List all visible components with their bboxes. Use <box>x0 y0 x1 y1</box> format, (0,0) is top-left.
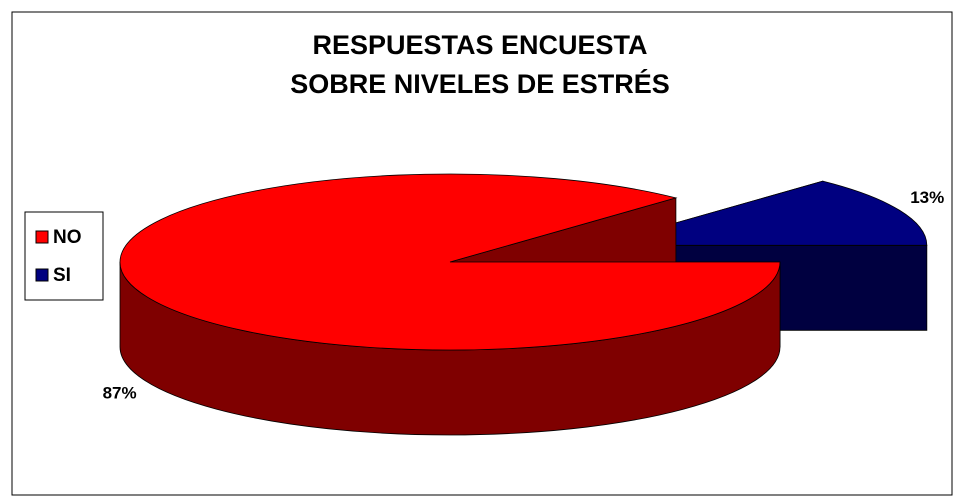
data-label: 87% <box>103 383 137 402</box>
legend-label: SI <box>53 265 71 286</box>
legend-swatch <box>35 268 49 282</box>
legend-label: NO <box>53 227 82 248</box>
data-label: 13% <box>910 188 944 207</box>
chart-title: SOBRE NIVELES DE ESTRÉS <box>290 68 670 99</box>
slice <box>119 173 781 351</box>
slice <box>596 180 928 246</box>
legend-box <box>24 211 104 301</box>
chart-title: RESPUESTAS ENCUESTA <box>312 30 647 60</box>
legend-swatch <box>35 230 49 244</box>
pie <box>119 173 928 436</box>
slice <box>119 173 781 436</box>
